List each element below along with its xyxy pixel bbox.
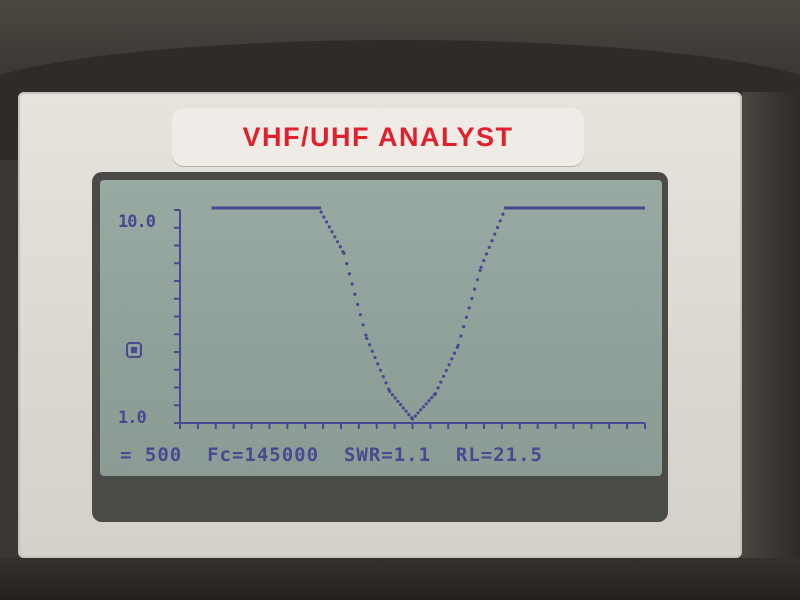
- swr-curve-point: [401, 406, 405, 410]
- swr-curve-point: [361, 323, 365, 327]
- status-line: = 500 Fc=145000 SWR=1.1 RL=21.5: [120, 444, 543, 466]
- swr-curve-point: [327, 225, 331, 229]
- swr-curve-point: [470, 296, 474, 301]
- device-label-plate: VHF/UHF ANALYST: [172, 108, 584, 166]
- swr-curve-point: [407, 412, 411, 417]
- swr-curve-point: [319, 210, 323, 214]
- swr-curve-point: [467, 306, 471, 310]
- swr-plot: [174, 206, 646, 429]
- swr-curve-point: [487, 245, 491, 249]
- lcd-screen: 10.0 1.0 = 500 Fc=145000 SWR=1.1 RL=21.5: [100, 180, 662, 476]
- swr-curve-point: [436, 386, 440, 390]
- swr-curve-point: [322, 215, 326, 219]
- swr-curve-point: [452, 351, 457, 355]
- swr-curve-point: [353, 292, 357, 296]
- swr-curve-point: [484, 252, 489, 256]
- swr-curve-point: [381, 374, 385, 379]
- mode-indicator-icon: [126, 342, 142, 358]
- swr-curve-point: [444, 368, 448, 373]
- swr-curve-point: [479, 265, 483, 269]
- swr-curve-point: [364, 333, 368, 337]
- swr-curve-point: [450, 357, 454, 361]
- swr-curve-point: [433, 392, 437, 396]
- swr-curve-point: [427, 399, 431, 403]
- swr-readout: SWR=1.1: [343, 444, 432, 466]
- swr-curve-point: [356, 302, 360, 307]
- swr-curve-point: [447, 363, 451, 367]
- center-frequency-readout: Fc=145000: [207, 444, 320, 466]
- swr-curve-point: [501, 212, 505, 216]
- swr-curve-point: [475, 278, 479, 282]
- swr-curve-point: [495, 225, 500, 230]
- swr-curve-point: [464, 315, 469, 319]
- swr-curve-point: [396, 399, 400, 403]
- swr-curve-point: [430, 396, 434, 400]
- swr-curve-point: [441, 374, 446, 378]
- y-axis-min-label: 1.0: [118, 408, 147, 428]
- swr-curve-point: [416, 411, 420, 415]
- swr-curve-point: [419, 408, 423, 412]
- swr-curve-point: [478, 268, 482, 272]
- swr-curve-point: [404, 409, 408, 413]
- span-readout: = 500: [120, 444, 183, 466]
- swr-curve-point: [358, 313, 363, 317]
- swr-curve-point: [462, 325, 466, 329]
- swr-curve-point: [439, 380, 443, 384]
- swr-curve-point: [393, 396, 397, 400]
- swr-curve-point: [335, 240, 340, 244]
- swr-curve-point: [388, 389, 392, 393]
- swr-curve-point: [493, 232, 497, 236]
- swr-curve-point: [498, 219, 502, 223]
- swr-curve-point: [390, 393, 394, 397]
- swr-curve-point: [456, 343, 460, 347]
- swr-curve-point: [347, 272, 352, 276]
- swr-curve-point: [345, 262, 349, 266]
- swr-curve-point: [370, 349, 374, 353]
- swr-curve-point: [482, 258, 486, 263]
- swr-curve-point: [473, 287, 477, 291]
- swr-curve-point: [376, 362, 380, 366]
- swr-curve-point: [490, 239, 494, 243]
- swr-curve-point: [413, 414, 417, 418]
- return-loss-readout: RL=21.5: [455, 444, 543, 466]
- swr-curve-point: [333, 235, 337, 239]
- swr-curve-point: [378, 368, 383, 372]
- swr-curve-point: [373, 355, 377, 360]
- device-case-right: [742, 92, 800, 558]
- swr-curve-point: [399, 403, 403, 407]
- swr-curve-point: [330, 230, 334, 234]
- swr-curve-point: [342, 251, 346, 255]
- swr-curve-point: [350, 282, 354, 286]
- swr-curve-point: [384, 381, 388, 385]
- swr-curve-point: [365, 336, 369, 341]
- swr-curve-point: [424, 402, 428, 406]
- swr-curve-point: [459, 334, 463, 338]
- swr-curve-point: [324, 220, 329, 224]
- y-axis-max-label: 10.0: [118, 212, 156, 232]
- swr-curve-point: [338, 245, 342, 249]
- swr-curve-point: [421, 405, 426, 409]
- swr-curve-point: [367, 343, 372, 347]
- device-title: VHF/UHF ANALYST: [242, 121, 514, 152]
- swr-curve-point: [410, 417, 415, 421]
- device-case-bottom: [0, 558, 800, 600]
